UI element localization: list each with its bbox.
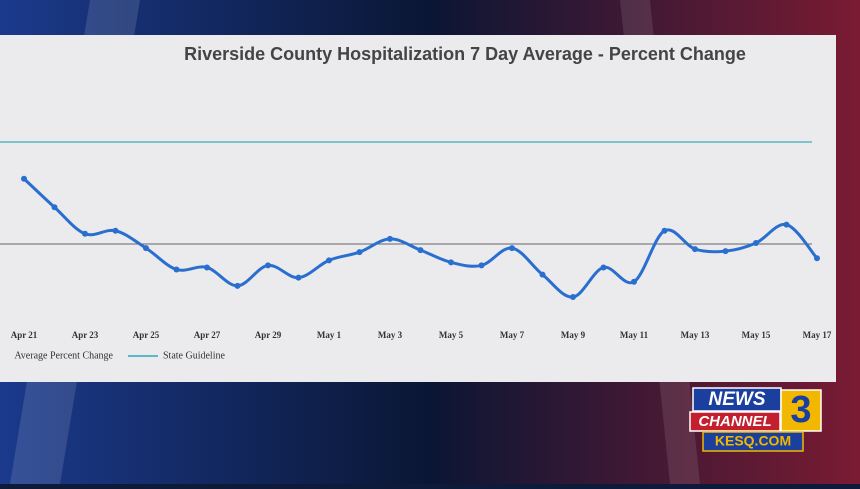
logo-news: NEWS bbox=[709, 389, 766, 410]
data-point bbox=[570, 294, 576, 301]
data-point bbox=[387, 235, 393, 242]
data-point bbox=[112, 227, 119, 234]
chart-title: Riverside County Hospitalization 7 Day A… bbox=[184, 44, 746, 64]
x-tick-label: Apr 29 bbox=[255, 330, 282, 340]
data-point bbox=[143, 245, 149, 252]
x-tick-label: May 9 bbox=[561, 330, 586, 340]
x-tick-label: May 17 bbox=[803, 330, 832, 340]
logo: NEWS CHANNEL 3 KESQ.COM bbox=[689, 387, 822, 452]
x-tick-label: Apr 25 bbox=[133, 330, 160, 340]
x-tick-label: Apr 23 bbox=[72, 330, 99, 340]
x-tick-label: May 13 bbox=[681, 330, 710, 340]
data-point bbox=[326, 257, 332, 264]
logo-site: KESQ.COM bbox=[715, 433, 791, 449]
chart-panel bbox=[0, 35, 836, 382]
data-point bbox=[509, 245, 515, 252]
x-tick-label: May 15 bbox=[742, 330, 771, 340]
data-point bbox=[692, 246, 698, 253]
data-point bbox=[356, 249, 363, 256]
data-point bbox=[417, 247, 424, 254]
x-tick-label: May 11 bbox=[620, 330, 649, 340]
data-point bbox=[783, 221, 790, 228]
data-point bbox=[234, 282, 241, 289]
logo-site-box bbox=[702, 431, 804, 452]
x-tick-label: May 1 bbox=[317, 330, 342, 340]
data-point bbox=[448, 259, 454, 266]
legend-label: State Guideline bbox=[163, 350, 225, 361]
data-point bbox=[722, 248, 729, 255]
data-point bbox=[661, 227, 668, 234]
data-point bbox=[753, 239, 759, 246]
data-point bbox=[539, 271, 546, 278]
data-point bbox=[265, 262, 271, 269]
logo-number: 3 bbox=[790, 389, 811, 431]
legend-label: Average Percent Change bbox=[14, 350, 113, 361]
x-tick-label: May 7 bbox=[500, 330, 525, 340]
data-point bbox=[478, 262, 485, 269]
x-tick-label: Apr 21 bbox=[11, 330, 38, 340]
data-point bbox=[814, 255, 820, 262]
data-point bbox=[600, 264, 607, 271]
plot: Apr 21 Apr 23 Apr 25 Apr 27 Apr 29 May 1 May 3… bbox=[0, 141, 832, 361]
data-point bbox=[21, 175, 27, 182]
data-point bbox=[204, 264, 210, 271]
data-point bbox=[295, 274, 302, 281]
data-point bbox=[173, 266, 180, 273]
logo-number-box bbox=[780, 389, 822, 432]
x-tick-label: Apr 27 bbox=[194, 330, 221, 340]
data-point bbox=[631, 278, 637, 285]
x-tick-label: May 3 bbox=[378, 330, 403, 340]
logo-channel-box bbox=[689, 411, 781, 432]
x-tick-label: May 5 bbox=[439, 330, 464, 340]
data-point bbox=[51, 204, 58, 211]
data-point bbox=[82, 230, 88, 237]
logo-channel: CHANNEL bbox=[698, 413, 771, 430]
